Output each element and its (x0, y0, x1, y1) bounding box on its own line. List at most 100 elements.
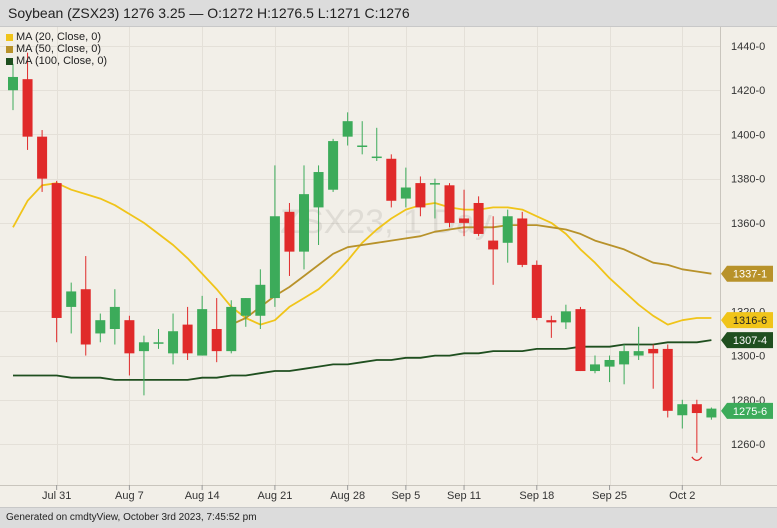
candle-body (255, 284, 266, 316)
candle-body (444, 185, 455, 223)
candle (619, 344, 630, 385)
price-badge-shape (721, 332, 773, 349)
time-tick-label: Aug 14 (185, 490, 220, 502)
candle-body (269, 216, 280, 299)
candle (226, 300, 237, 354)
price-badge: 1307-4 (721, 332, 773, 349)
price-badge: 1316-6 (721, 312, 773, 329)
candle-body (560, 311, 571, 323)
price-tick-label: 1380-0 (731, 174, 765, 186)
candle (95, 313, 106, 343)
time-axis[interactable]: Jul 31 Aug 7 Aug 14 Aug 21 Aug 28 Sep 5 Sep 11… (42, 485, 695, 502)
candle-body (357, 145, 368, 147)
candle (604, 355, 615, 383)
candle (299, 165, 309, 270)
candle-body (211, 329, 222, 352)
time-tick-label: Aug 21 (257, 490, 292, 502)
candle-body (66, 291, 77, 307)
candle (531, 260, 542, 321)
price-axis[interactable]: 1440-01420-01400-01380-01360-01320-01300… (731, 41, 765, 451)
candle-body (415, 183, 426, 208)
candle (459, 189, 470, 237)
price-badge: 1275-6 (721, 402, 773, 419)
candle-body (429, 183, 440, 185)
candle (706, 407, 717, 420)
time-tick-label: Oct 2 (669, 490, 695, 502)
candle (66, 282, 77, 334)
candle (37, 130, 48, 192)
candle (269, 165, 280, 307)
time-tick-label: Sep 18 (519, 490, 554, 502)
candle-body (8, 76, 18, 91)
candle-body (37, 136, 48, 179)
candle (371, 127, 382, 161)
candle (197, 295, 208, 356)
candle (124, 315, 135, 376)
candle-body (531, 264, 542, 318)
candle-body (386, 158, 397, 201)
price-badge: 1337-1 (721, 265, 773, 282)
candle-body (648, 348, 659, 354)
legend-item-ma100[interactable]: MA (100, Close, 0) (6, 55, 107, 67)
candle (517, 211, 528, 268)
price-tick-label: 1300-0 (731, 351, 765, 363)
candle (109, 289, 120, 345)
candle-body (22, 79, 33, 137)
legend-swatch-ma20 (6, 33, 13, 41)
candle (22, 52, 33, 150)
candle (677, 399, 688, 429)
price-tick-label: 1260-0 (731, 439, 765, 451)
price-badge-label: 1316-6 (733, 315, 767, 327)
candle-body (226, 306, 237, 352)
candle (488, 216, 499, 285)
candlestick-series (8, 52, 717, 453)
candle (546, 315, 557, 338)
candle-body (459, 218, 470, 223)
ma-line-20 (12, 182, 712, 326)
candle-body (473, 202, 484, 234)
candle-body (299, 194, 309, 252)
candle-body (80, 289, 91, 345)
candle-body (182, 324, 193, 354)
candle (168, 313, 179, 365)
price-badge-shape (721, 402, 773, 419)
price-badge-label: 1337-1 (733, 269, 767, 281)
price-badges: 1337-1 1316-6 1307-4 1275-6 (721, 265, 773, 419)
candle-body (153, 342, 164, 344)
candle (182, 306, 193, 360)
candle (328, 138, 339, 192)
candle-body (371, 156, 382, 159)
generated-timestamp: Generated on cmdtyView, October 3rd 2023… (6, 512, 257, 523)
moving-average-lines (12, 182, 712, 381)
candle (473, 196, 484, 237)
candle (138, 335, 149, 396)
candle (51, 180, 62, 343)
candle (153, 329, 164, 349)
candle (240, 298, 251, 327)
candle-body (677, 404, 688, 416)
candle (80, 256, 91, 356)
price-badge-label: 1275-6 (733, 406, 767, 418)
candle (415, 176, 426, 217)
price-badge-shape (721, 312, 773, 329)
candle (444, 183, 455, 228)
price-tick-label: 1400-0 (731, 129, 765, 141)
candle-body (488, 240, 499, 250)
candle (211, 298, 222, 363)
price-badge-label: 1307-4 (733, 335, 767, 347)
legend-item-ma20[interactable]: MA (20, Close, 0) (6, 31, 107, 43)
price-tick-label: 1360-0 (731, 218, 765, 230)
legend-label-ma50: MA (50, Close, 0) (16, 43, 101, 55)
candle (342, 112, 353, 146)
price-tick-label: 1440-0 (731, 41, 765, 53)
legend-swatch-ma50 (6, 45, 13, 53)
candle-body (313, 172, 324, 208)
candle (575, 306, 586, 372)
price-tick-label: 1420-0 (731, 85, 765, 97)
time-tick-label: Aug 7 (115, 490, 144, 502)
legend-item-ma50[interactable]: MA (50, Close, 0) (6, 43, 107, 55)
symbol-quote-title: Soybean (ZSX23) 1276 3.25 — O:1272 H:127… (8, 5, 410, 21)
candle-body (546, 320, 557, 323)
